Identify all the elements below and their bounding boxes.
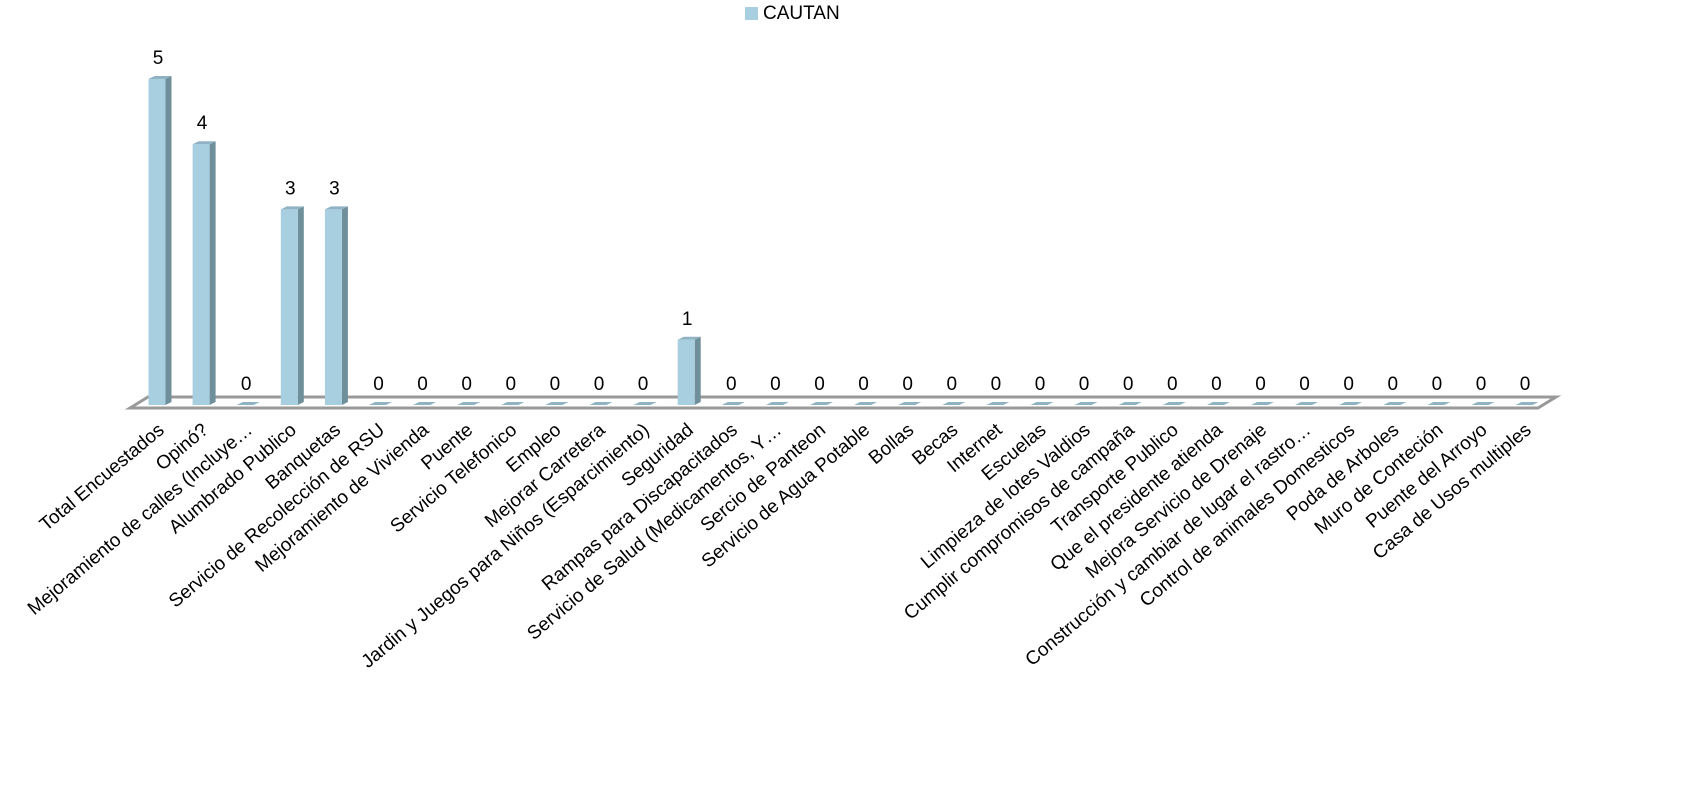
- data-label: 0: [241, 374, 252, 395]
- bar-top: [986, 402, 1010, 405]
- bar: [148, 79, 166, 405]
- data-label: 0: [1299, 374, 1310, 395]
- data-label: 0: [1211, 374, 1222, 395]
- bar-top: [501, 402, 525, 405]
- legend-swatch: [745, 7, 758, 20]
- bar: [324, 209, 342, 405]
- data-label: 0: [417, 374, 428, 395]
- bar-top: [280, 206, 304, 210]
- data-label: 0: [726, 374, 737, 395]
- data-label: 0: [1255, 374, 1266, 395]
- bar-side: [297, 206, 304, 405]
- bar-top: [1030, 402, 1054, 405]
- data-label: 0: [550, 374, 561, 395]
- data-label: 5: [153, 48, 164, 69]
- chart-floor: [124, 395, 1562, 410]
- data-label: 0: [947, 374, 958, 395]
- data-label: 0: [1079, 374, 1090, 395]
- data-label: 0: [506, 374, 517, 395]
- bar-top: [545, 402, 569, 405]
- data-label: 0: [991, 374, 1002, 395]
- bar-top: [1383, 402, 1407, 405]
- data-label: 0: [814, 374, 825, 395]
- data-label: 0: [594, 374, 605, 395]
- data-label: 4: [197, 113, 208, 134]
- bar-top: [1471, 402, 1495, 405]
- bar-top: [148, 76, 172, 79]
- data-label: 0: [1123, 374, 1134, 395]
- bar-top: [854, 402, 878, 405]
- bar-top: [192, 141, 216, 145]
- data-label: 0: [638, 374, 649, 395]
- bar-top: [236, 402, 260, 405]
- bar-side: [165, 76, 172, 405]
- bar-side: [341, 206, 348, 405]
- bar-top: [810, 402, 833, 405]
- bar: [192, 144, 210, 405]
- legend-label: CAUTAN: [763, 3, 840, 24]
- data-label: 0: [858, 374, 869, 395]
- data-label: 0: [770, 374, 781, 395]
- bar-top: [1118, 402, 1142, 405]
- bar-top: [721, 402, 745, 405]
- bar-top: [633, 402, 657, 405]
- bar-top: [1251, 402, 1274, 405]
- bar: [677, 339, 695, 405]
- data-label: 0: [1167, 374, 1178, 395]
- bar-top: [1074, 402, 1098, 405]
- data-label: 0: [1343, 374, 1354, 395]
- bar-top: [413, 402, 437, 405]
- bar-top: [1206, 402, 1230, 405]
- bar-top: [1427, 402, 1451, 405]
- data-label: 3: [285, 178, 296, 199]
- data-label: 1: [682, 309, 693, 330]
- x-tick-label: Bollas: [865, 420, 918, 469]
- bar-top: [1515, 402, 1539, 405]
- data-label: 0: [1388, 374, 1399, 395]
- bar-top: [898, 402, 922, 405]
- bar-top: [324, 206, 348, 210]
- data-label: 0: [1520, 374, 1531, 395]
- bar: [280, 209, 298, 405]
- bar-top: [457, 402, 481, 405]
- data-label: 0: [1476, 374, 1487, 395]
- bar-top: [369, 402, 392, 405]
- bar-top: [942, 402, 966, 405]
- data-label: 0: [461, 374, 472, 395]
- bar-top: [1295, 402, 1319, 405]
- bar-top: [765, 402, 789, 405]
- bar-side: [209, 141, 216, 405]
- bar-top: [1339, 402, 1363, 405]
- bar-top: [1162, 402, 1186, 405]
- data-label: 0: [902, 374, 913, 395]
- bar-top: [589, 402, 613, 405]
- bar-top: [677, 336, 701, 340]
- data-label: 0: [1035, 374, 1046, 395]
- data-label: 3: [329, 178, 340, 199]
- data-label: 0: [1432, 374, 1443, 395]
- data-label: 0: [373, 374, 384, 395]
- bar-side: [694, 336, 701, 405]
